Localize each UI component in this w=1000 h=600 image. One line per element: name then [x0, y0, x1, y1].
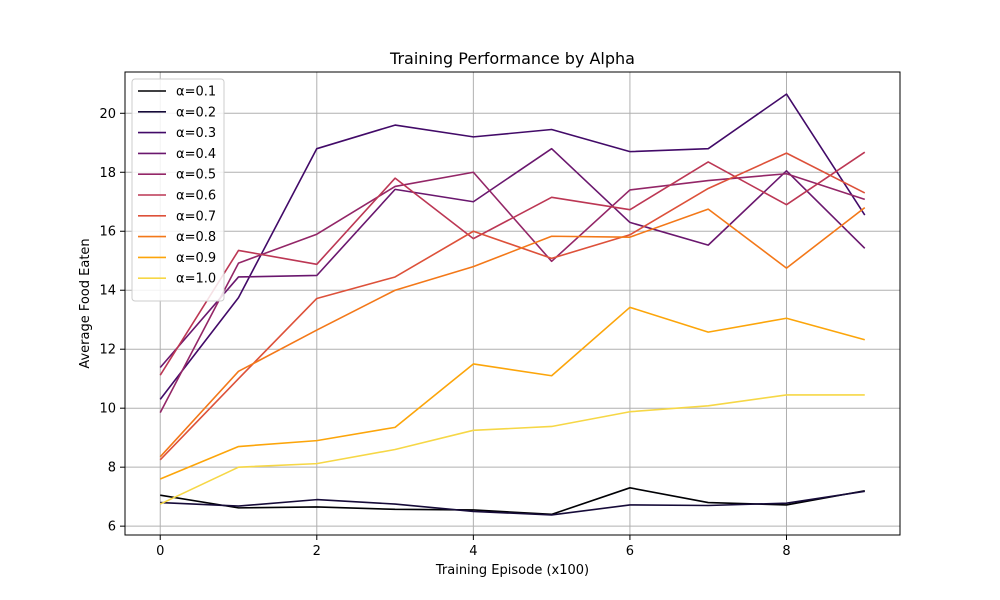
series-line-6: [159, 151, 866, 376]
legend-label-3: α=0.3: [176, 126, 216, 141]
x-tick-label: 4: [469, 544, 477, 559]
chart-title: Training Performance by Alpha: [389, 49, 635, 68]
x-tick-label: 2: [313, 544, 321, 559]
y-tick-label: 16: [99, 225, 116, 240]
legend-label-8: α=0.8: [176, 230, 216, 245]
x-tick-label: 0: [156, 544, 164, 559]
y-tick-label: 8: [108, 461, 116, 476]
legend-label-1: α=0.1: [176, 85, 216, 100]
legend-label-5: α=0.5: [176, 168, 216, 183]
legend-box: [131, 78, 225, 302]
y-axis-ticks: 6 8 10 12 14 16 18 20: [99, 107, 125, 535]
legend-label-7: α=0.7: [176, 209, 216, 224]
series-line-7: [159, 152, 866, 461]
series-line-3: [159, 93, 866, 400]
y-tick-label: 6: [108, 520, 116, 535]
legend-label-6: α=0.6: [176, 189, 216, 204]
x-axis-ticks: 0 2 4 6 8: [156, 535, 791, 559]
series-line-8: [159, 207, 866, 458]
y-tick-label: 14: [99, 284, 116, 299]
legend-label-10: α=1.0: [176, 272, 216, 287]
grid: [125, 72, 900, 535]
legend-label-2: α=0.2: [176, 105, 216, 120]
legend-label-4: α=0.4: [176, 147, 216, 162]
series-line-2: [160, 490, 865, 516]
y-tick-label: 10: [99, 402, 116, 417]
series-line-9: [159, 306, 865, 480]
series-lines: [159, 93, 866, 516]
plot-frame: [124, 71, 901, 536]
y-tick-label: 12: [99, 343, 116, 358]
y-tick-label: 18: [99, 166, 116, 181]
series-line-10: [159, 394, 865, 505]
x-tick-label: 8: [782, 544, 790, 559]
series-line-5: [159, 171, 866, 413]
legend: α=0.1 α=0.2 α=0.3 α=0.4 α=0.5 α=0.6 α=0.7 α=0.8…: [131, 78, 225, 302]
series-line-4: [159, 147, 866, 369]
legend-label-9: α=0.9: [176, 251, 216, 266]
y-axis-label: Average Food Eaten: [78, 238, 93, 368]
x-axis-label: Training Episode (x100): [435, 563, 589, 578]
x-tick-label: 6: [626, 544, 634, 559]
y-tick-label: 20: [99, 107, 116, 122]
